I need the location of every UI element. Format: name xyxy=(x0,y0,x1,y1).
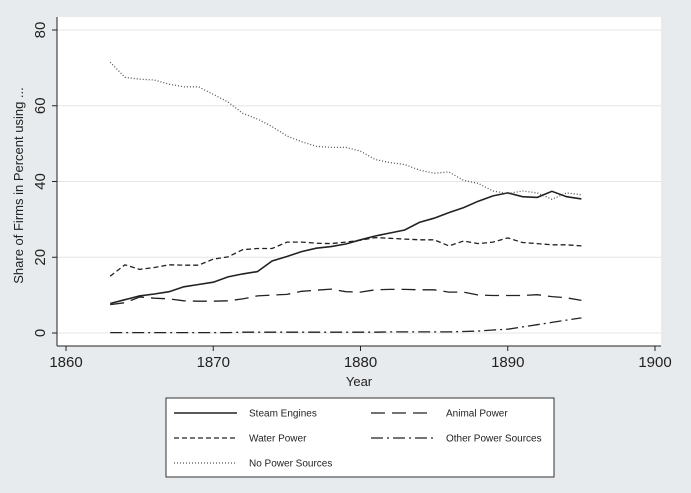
legend-label-steam-engines: Steam Engines xyxy=(249,409,317,420)
legend: Steam Engines Animal Power Water Power Othe… xyxy=(165,397,555,478)
legend-label-no-power-sources: No Power Sources xyxy=(249,459,332,470)
x-tick-label-1860: 1860 xyxy=(49,354,82,371)
legend-label-water-power: Water Power xyxy=(249,434,307,445)
series-line-water-power xyxy=(109,236,582,277)
y-tick-label-60: 60 xyxy=(32,97,49,114)
y-tick-label-40: 40 xyxy=(32,173,49,190)
x-tick-label-1900: 1900 xyxy=(638,354,671,371)
y-axis-label: Share of Firms in Percent using ... xyxy=(11,87,26,284)
series-line-animal-power xyxy=(110,288,582,306)
x-tick-label-1890: 1890 xyxy=(491,354,524,371)
x-tick-label-1880: 1880 xyxy=(344,354,377,371)
y-tick-label-0: 0 xyxy=(32,329,49,337)
legend-label-animal-power: Animal Power xyxy=(446,409,508,420)
tick-labels: 0 20 40 60 80 1860 1870 1880 1890 1900 xyxy=(32,22,672,371)
series-layer xyxy=(109,61,582,334)
y-tick-label-20: 20 xyxy=(32,249,49,266)
x-tick-label-1870: 1870 xyxy=(197,354,230,371)
legend-label-other-power-sources: Other Power Sources xyxy=(446,434,542,445)
x-axis-label: Year xyxy=(346,374,373,389)
y-tick-label-80: 80 xyxy=(32,22,49,39)
series-line-steam-engines xyxy=(109,190,582,305)
